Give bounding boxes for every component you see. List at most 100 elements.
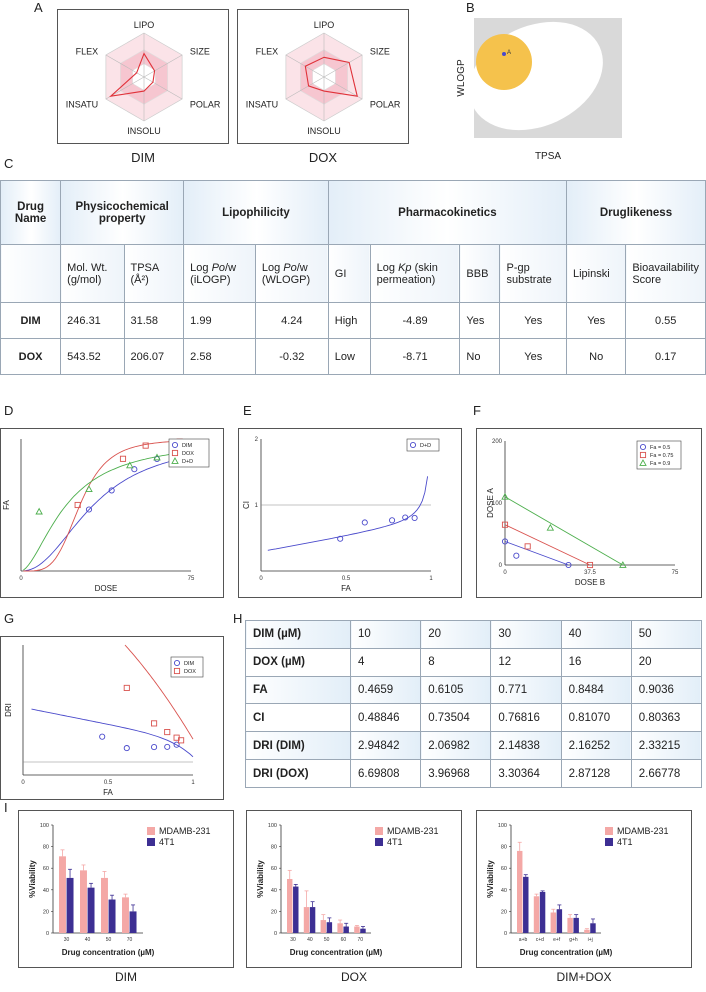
table-row: DOX (µM) 4 8 12 16 20: [245, 647, 703, 677]
isobole-line: [504, 524, 591, 566]
y-tick-label: 100: [498, 823, 507, 829]
y-tick-label: 100: [492, 501, 503, 507]
cell: 0.76816: [490, 703, 562, 733]
cell: 6.69808: [349, 759, 422, 788]
data-point: [108, 487, 115, 494]
bar: [573, 917, 579, 933]
legend-marker: [409, 441, 417, 449]
bar: [80, 870, 87, 933]
legend-swatch: [605, 827, 613, 835]
x-tick-label: e+f: [553, 937, 561, 943]
data-point: [131, 466, 138, 473]
legend-box: [636, 440, 682, 470]
radar-spoke: [285, 76, 325, 100]
cell: 543.52: [60, 338, 125, 375]
plot-frame-d: 0 75 DOSE FA DIM DOX D+D: [0, 428, 224, 598]
cell: 50: [630, 620, 703, 649]
cell: 8: [420, 647, 492, 677]
radar-axis-label: INSOLU: [307, 126, 341, 136]
sub-wlogp: Log Po/w (WLOGP): [254, 244, 329, 303]
cell: DIM: [0, 302, 62, 339]
data-point: [35, 507, 43, 515]
cell: 0.17: [625, 338, 706, 375]
y-tick-label: 0: [504, 931, 507, 937]
bar: [303, 907, 310, 933]
x-tick-label: 0: [19, 576, 23, 582]
legend-label: 4T1: [159, 837, 175, 847]
data-point: [501, 492, 509, 500]
cell: Yes: [565, 302, 627, 339]
data-point: [74, 501, 81, 509]
row-header: DRI (DIM): [245, 731, 351, 761]
data-point: [619, 561, 627, 568]
y-tick-label: 40: [501, 888, 507, 894]
legend-marker: [173, 659, 181, 667]
x-axis-label: Drug concentration (µM): [520, 948, 613, 957]
ci-curve: [267, 476, 429, 551]
cell: 0.73504: [420, 703, 492, 733]
isobologram-chart: 0 37.5 75 0 100 200 DOSE B DOSE A Fa = 0.5 Fa = 0…: [486, 439, 682, 587]
boiled-egg-plot: A TPSA WLOGP: [456, 18, 622, 162]
cell: 0.55: [625, 302, 706, 339]
x-tick-label: c+d: [536, 937, 544, 943]
legend-box: [168, 438, 210, 468]
bar: [343, 926, 349, 933]
plot-frame-e: 0 0.5 1 1 2 FA CI D+D: [238, 428, 462, 598]
y-tick-label: 60: [43, 866, 49, 872]
cell: 2.33215: [630, 731, 703, 761]
y-tick-label: 100: [40, 823, 49, 829]
data-point: [524, 543, 531, 550]
y-tick-label: 1: [255, 503, 259, 509]
bar: [354, 926, 360, 933]
y-tick-label: 60: [271, 866, 277, 872]
panel-label-h: H: [233, 611, 243, 626]
x-tick-label: a+b: [519, 937, 528, 943]
data-point: [85, 485, 93, 493]
radar-spoke: [323, 54, 363, 78]
dri-dim-curve: [31, 708, 194, 758]
legend-label: Fa = 0.75: [650, 453, 673, 459]
x-tick-label: 75: [672, 570, 679, 576]
egg-yolk: [476, 34, 532, 90]
cell: No: [459, 338, 501, 375]
hdr-lipophilicity: Lipophilicity: [183, 180, 329, 245]
bar: [287, 879, 293, 933]
x-tick-label: g+h: [569, 937, 578, 943]
y-axis-label: CI: [242, 501, 251, 509]
cell: 31.58: [123, 302, 185, 339]
data-point: [164, 743, 171, 750]
sub-ilogp: Log Po/w (iLOGP): [183, 244, 256, 303]
radar-caption-dox: DOX: [308, 150, 338, 165]
dose-effect-chart: 0 75 DOSE FA DIM DOX D+D: [2, 438, 210, 593]
legend-swatch: [147, 827, 155, 835]
sub-lipinski: Lipinski: [565, 244, 627, 303]
sub-gi: GI: [327, 244, 371, 303]
legend-swatch: [147, 838, 155, 846]
fit-curve: [23, 451, 185, 571]
radar-axis-label: INSOLU: [127, 126, 161, 136]
fit-curve: [23, 440, 185, 572]
data-point: [513, 552, 520, 559]
y-tick-label: 20: [501, 909, 507, 915]
row-header: DOX (µM): [245, 647, 351, 677]
cell: 2.16252: [560, 731, 632, 761]
bar: [320, 920, 327, 933]
radar-spoke: [143, 54, 183, 78]
bar: [326, 922, 333, 933]
radar-axis-label: FLEX: [76, 47, 99, 57]
isobole-line: [504, 496, 624, 566]
y-tick-label: 60: [501, 866, 507, 872]
radar-frame-dim: LIPO SIZE POLAR INSOLU INSATU FLEX: [57, 9, 229, 144]
radar-axis-label: SIZE: [190, 47, 210, 57]
data-point: [402, 514, 409, 521]
combination-table: DIM (µM) 10 20 30 40 50 DOX (µM) 4 8 12 16 20 FA 0.…: [245, 620, 703, 788]
x-tick-label: 0: [21, 780, 25, 786]
data-point: [151, 720, 158, 727]
y-axis-label: %Viability: [28, 860, 37, 898]
x-axis-label: Drug concentration (µM): [290, 948, 383, 957]
cell: 2.66778: [630, 759, 703, 788]
cell: 1.99: [183, 302, 256, 339]
cell: 0.48846: [349, 703, 422, 733]
radar-axis-label: SIZE: [370, 47, 390, 57]
data-point: [123, 745, 130, 752]
